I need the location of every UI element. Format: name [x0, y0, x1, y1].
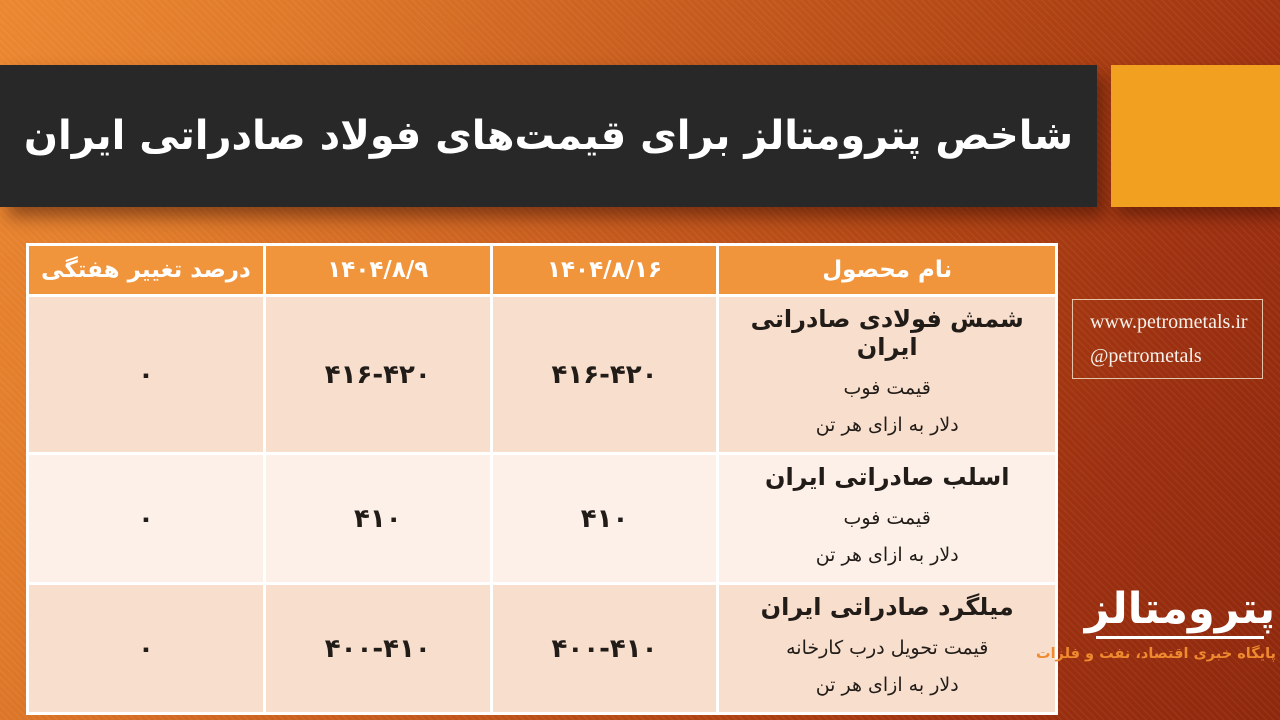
- price-current-value: ۴۰۰-۴۱۰: [551, 633, 658, 664]
- price-table: نام محصول ۱۴۰۴/۸/۱۶ ۱۴۰۴/۸/۹ درصد تغییر …: [26, 243, 1058, 715]
- weekly-change-cell: ۰: [29, 585, 263, 712]
- product-unit: دلار به ازای هر تن: [815, 544, 959, 566]
- column-header-weekly-change: درصد تغییر هفتگی: [29, 246, 263, 294]
- weekly-change-cell: ۰: [29, 297, 263, 452]
- table-row: اسلب صادراتی ایران قیمت فوب دلار به ازای…: [29, 455, 1055, 582]
- weekly-change-value: ۰: [138, 503, 154, 534]
- column-header-date-previous: ۱۴۰۴/۸/۹: [265, 246, 490, 294]
- page-title: شاخص پترومتالز برای قیمت‌های فولاد صادرا…: [23, 113, 1074, 159]
- social-handle: @petrometals: [1090, 345, 1202, 367]
- product-name: شمش فولادی صادراتی ایران: [750, 305, 1024, 361]
- product-price-basis: قیمت فوب: [843, 507, 931, 529]
- price-previous-cell: ۴۰۰-۴۱۰: [265, 585, 490, 712]
- weekly-change-cell: ۰: [29, 455, 263, 582]
- weekly-change-value: ۰: [138, 359, 154, 390]
- product-unit: دلار به ازای هر تن: [815, 414, 959, 436]
- price-current-cell: ۴۱۰: [492, 455, 717, 582]
- product-cell: اسلب صادراتی ایران قیمت فوب دلار به ازای…: [719, 455, 1055, 582]
- price-current-value: ۴۱۶-۴۲۰: [551, 359, 658, 390]
- logo-underline: [1096, 636, 1264, 640]
- price-previous-cell: ۴۱۶-۴۲۰: [265, 297, 490, 452]
- price-current-cell: ۴۱۶-۴۲۰: [492, 297, 717, 452]
- header-accent-block: [1111, 65, 1280, 207]
- weekly-change-value: ۰: [138, 633, 154, 664]
- price-previous-value: ۴۱۰: [353, 503, 402, 534]
- column-header-product: نام محصول: [719, 246, 1055, 294]
- title-bar: شاخص پترومتالز برای قیمت‌های فولاد صادرا…: [0, 65, 1097, 207]
- website-url: www.petrometals.ir: [1090, 311, 1248, 333]
- contact-box: www.petrometals.ir @petrometals: [1072, 299, 1263, 379]
- brand-logo: پترومتالز پایگاه خبری اقتصاد، نفت و فلزا…: [1036, 584, 1276, 663]
- product-unit: دلار به ازای هر تن: [815, 674, 959, 696]
- logo-wordmark: پترومتالز: [1084, 584, 1276, 634]
- product-price-basis: قیمت فوب: [843, 377, 931, 399]
- price-current-value: ۴۱۰: [580, 503, 629, 534]
- product-price-basis: قیمت تحویل درب کارخانه: [786, 637, 989, 659]
- column-header-date-current: ۱۴۰۴/۸/۱۶: [492, 246, 717, 294]
- table-header-row: نام محصول ۱۴۰۴/۸/۱۶ ۱۴۰۴/۸/۹ درصد تغییر …: [29, 246, 1055, 294]
- logo-tagline: پایگاه خبری اقتصاد، نفت و فلزات: [1036, 646, 1276, 663]
- table-row: میلگرد صادراتی ایران قیمت تحویل درب کارخ…: [29, 585, 1055, 712]
- price-previous-value: ۴۰۰-۴۱۰: [324, 633, 431, 664]
- product-name: اسلب صادراتی ایران: [764, 463, 1010, 491]
- product-cell: میلگرد صادراتی ایران قیمت تحویل درب کارخ…: [719, 585, 1055, 712]
- table-row: شمش فولادی صادراتی ایران قیمت فوب دلار ب…: [29, 297, 1055, 452]
- product-name: میلگرد صادراتی ایران: [760, 593, 1014, 621]
- price-previous-value: ۴۱۶-۴۲۰: [324, 359, 431, 390]
- price-previous-cell: ۴۱۰: [265, 455, 490, 582]
- price-current-cell: ۴۰۰-۴۱۰: [492, 585, 717, 712]
- product-cell: شمش فولادی صادراتی ایران قیمت فوب دلار ب…: [719, 297, 1055, 452]
